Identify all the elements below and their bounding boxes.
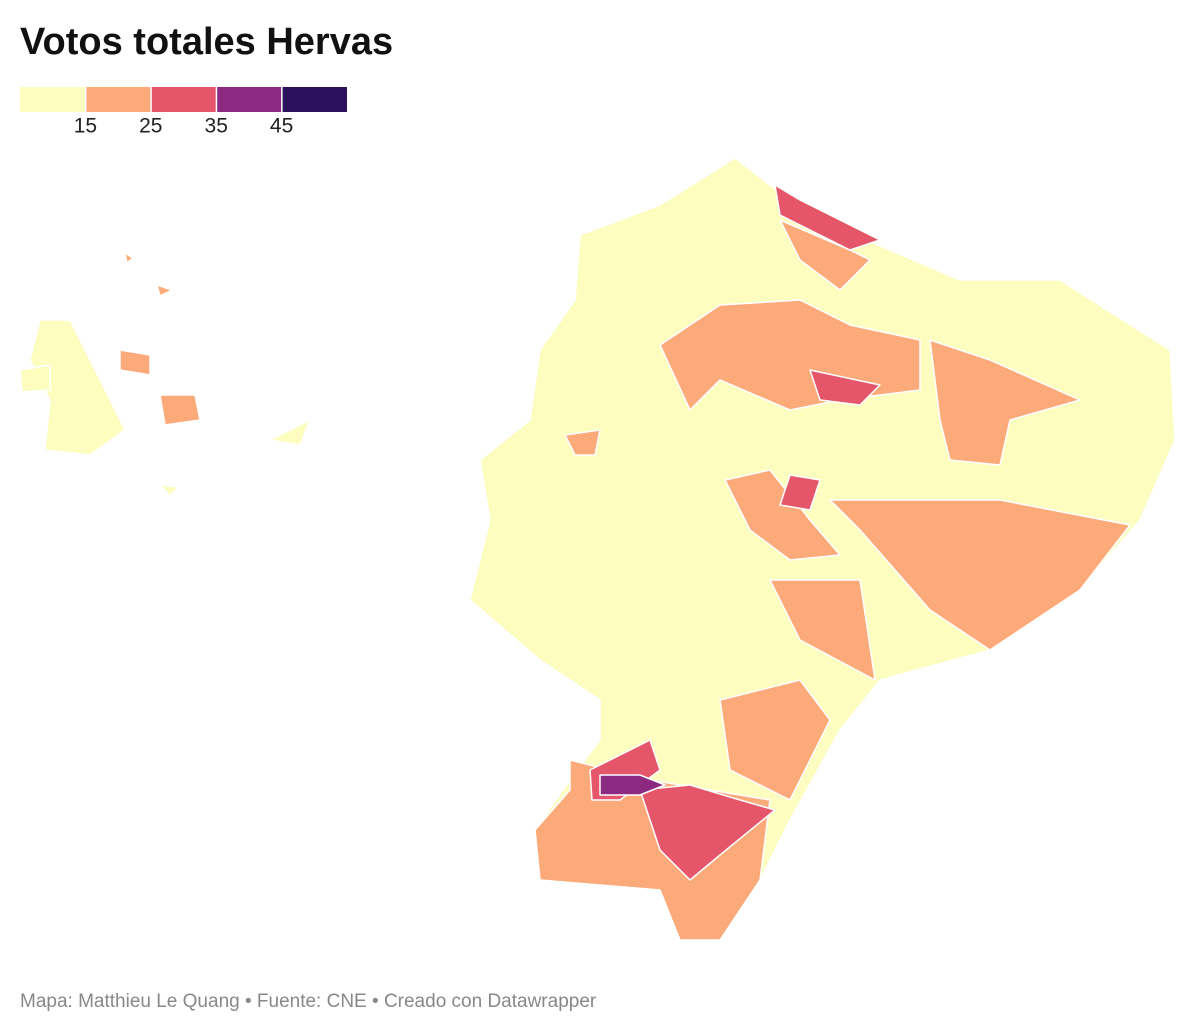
island: [156, 284, 173, 297]
legend-tick-label: 35: [205, 115, 228, 138]
region: [719, 679, 831, 801]
island: [119, 349, 151, 376]
footer: Mapa: Matthieu Le Quang • Fuente: CNE • …: [20, 991, 597, 1012]
legend-swatch: [151, 87, 217, 112]
region: [769, 579, 876, 681]
island: [124, 252, 134, 264]
region: [599, 774, 666, 796]
region: [929, 339, 1081, 466]
region: [564, 429, 601, 456]
island: [159, 484, 179, 497]
region: [779, 474, 821, 511]
legend: 15 25 35 45: [20, 87, 347, 138]
island: [159, 394, 201, 426]
legend-tick-label: 25: [139, 115, 162, 138]
legend-swatch: [20, 87, 86, 112]
map: [19, 157, 1176, 941]
title: Votos totales Hervas: [20, 21, 393, 63]
legend-tick-label: 45: [270, 115, 293, 138]
legend-swatch: [86, 87, 151, 112]
region: [639, 784, 776, 881]
island: [19, 364, 51, 393]
legend-swatch: [217, 87, 282, 112]
region: [809, 369, 881, 406]
legend-tick-label: 15: [74, 115, 97, 138]
region: [774, 184, 881, 251]
legend-swatch: [282, 87, 347, 112]
region: [724, 469, 841, 561]
island: [269, 419, 311, 446]
region: [829, 499, 1131, 651]
